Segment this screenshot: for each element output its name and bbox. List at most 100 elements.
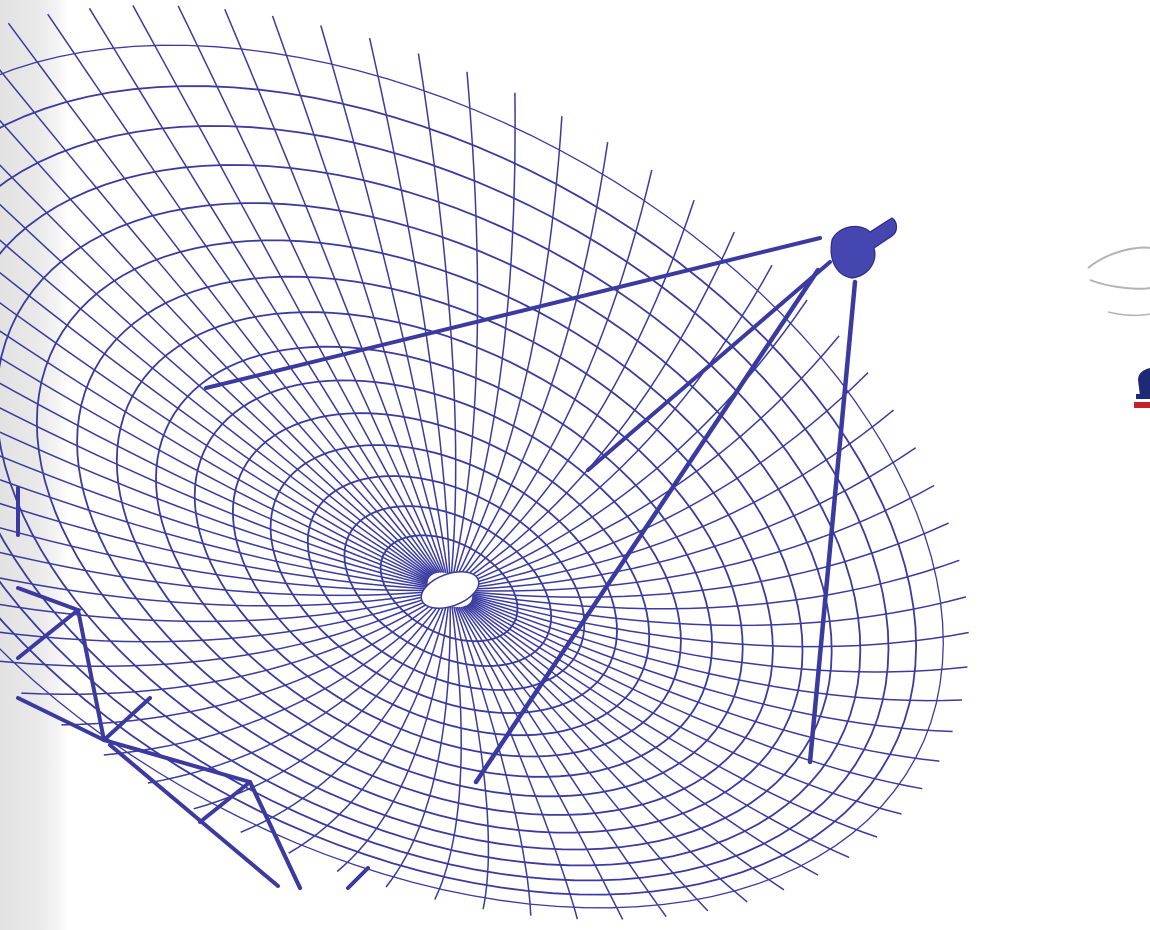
partial-logo-icon <box>1087 246 1150 408</box>
dish-spoke <box>132 5 442 573</box>
dish-spoke <box>0 239 431 578</box>
dish-spoke <box>0 407 428 585</box>
logo-swoosh <box>1107 311 1150 317</box>
dish-spoke <box>465 604 819 876</box>
dish-spoke <box>470 601 923 790</box>
dish-spoke <box>461 199 695 581</box>
feed-horn-body <box>830 217 898 279</box>
dish-spoke <box>0 431 428 586</box>
dish-spoke <box>417 53 457 575</box>
dish-spoke <box>465 299 808 585</box>
dish-spoke <box>0 551 431 597</box>
dish-spoke <box>320 25 449 574</box>
dish-spoke <box>0 593 433 623</box>
dish-spoke <box>471 559 960 610</box>
dish-spoke <box>470 600 940 762</box>
dish-spoke <box>103 600 441 756</box>
dish-spoke <box>472 595 969 648</box>
dish-spoke <box>453 606 490 910</box>
dish-spoke <box>0 302 430 580</box>
dish-wireframe-grid <box>0 5 969 920</box>
logo-mark-red <box>1134 402 1150 408</box>
dish-spoke <box>454 92 516 577</box>
support-strut <box>473 267 821 785</box>
truss-beam <box>102 696 152 742</box>
dish-spoke <box>469 602 902 815</box>
dish-spoke <box>0 356 429 582</box>
logo-swoosh <box>1087 246 1150 269</box>
dish-spoke <box>0 164 433 576</box>
dish-spoke <box>461 606 709 912</box>
dish-spoke <box>470 447 917 591</box>
dish-spoke <box>61 599 439 726</box>
dish-spoke <box>469 409 895 589</box>
dish-spoke <box>452 71 479 576</box>
dish-spoke <box>470 484 935 592</box>
dish-spoke <box>454 606 532 916</box>
dish-spoke <box>434 606 462 900</box>
dish-spoke <box>0 203 432 577</box>
dish-spoke <box>464 264 773 584</box>
dish-spoke <box>0 478 429 589</box>
dish-spoke <box>458 606 624 920</box>
dish-spoke <box>468 603 878 838</box>
dish-ring <box>76 275 774 816</box>
dish-spoke <box>471 599 953 733</box>
dish-spoke <box>0 119 434 575</box>
dish-support-structure <box>16 236 858 890</box>
dish-spoke <box>0 502 429 590</box>
dish-spoke <box>288 604 448 854</box>
truss-beam <box>108 743 280 888</box>
support-strut <box>586 260 832 472</box>
dish-spoke <box>7 22 437 574</box>
dish-spoke <box>271 15 447 574</box>
dish-spoke <box>0 527 430 592</box>
dish-spoke <box>460 606 667 918</box>
dish-spoke <box>385 605 451 888</box>
dish-spoke <box>467 604 850 859</box>
truss-beam <box>198 780 252 824</box>
dish-spoke <box>471 596 968 673</box>
logo-mark-navy <box>1136 394 1150 399</box>
support-strut <box>204 236 822 390</box>
dish-ring <box>0 44 944 909</box>
dish-spoke <box>21 597 437 695</box>
dish-spoke <box>471 594 967 627</box>
truss-beam <box>346 866 370 890</box>
dish-hub <box>420 571 480 609</box>
dish-spoke <box>0 596 436 667</box>
dish-spoke <box>471 598 963 702</box>
dish-spoke <box>0 595 434 643</box>
dish-spoke <box>457 141 609 579</box>
dish-spoke <box>456 606 579 920</box>
dish-spoke <box>47 13 439 574</box>
dish-ring <box>0 164 862 867</box>
dish-spoke <box>0 69 436 575</box>
dish-spoke <box>462 231 735 582</box>
dish-spoke <box>177 5 444 573</box>
dish-spoke <box>0 455 429 587</box>
dish-spoke <box>336 605 450 873</box>
dish-spoke <box>224 9 445 573</box>
dish-ring <box>35 239 804 834</box>
feed-horn-icon <box>830 217 898 279</box>
dish-spoke <box>471 522 949 598</box>
dish-ring <box>0 85 918 896</box>
truss-beam <box>248 780 302 890</box>
dish-spoke <box>456 116 563 578</box>
dish-spoke <box>459 169 653 580</box>
truss-beam <box>16 696 106 742</box>
dish-spoke <box>0 271 430 579</box>
dish-spoke <box>368 37 451 574</box>
dish-spoke <box>193 602 444 810</box>
dish-spoke <box>0 577 432 607</box>
dish-spoke <box>240 603 446 833</box>
dish-spoke <box>88 7 440 574</box>
dish-ring <box>0 125 890 882</box>
logo-swoosh <box>1089 279 1150 290</box>
dish-spoke <box>463 605 748 903</box>
dish-spoke <box>0 330 429 581</box>
dish-spoke <box>468 372 869 588</box>
